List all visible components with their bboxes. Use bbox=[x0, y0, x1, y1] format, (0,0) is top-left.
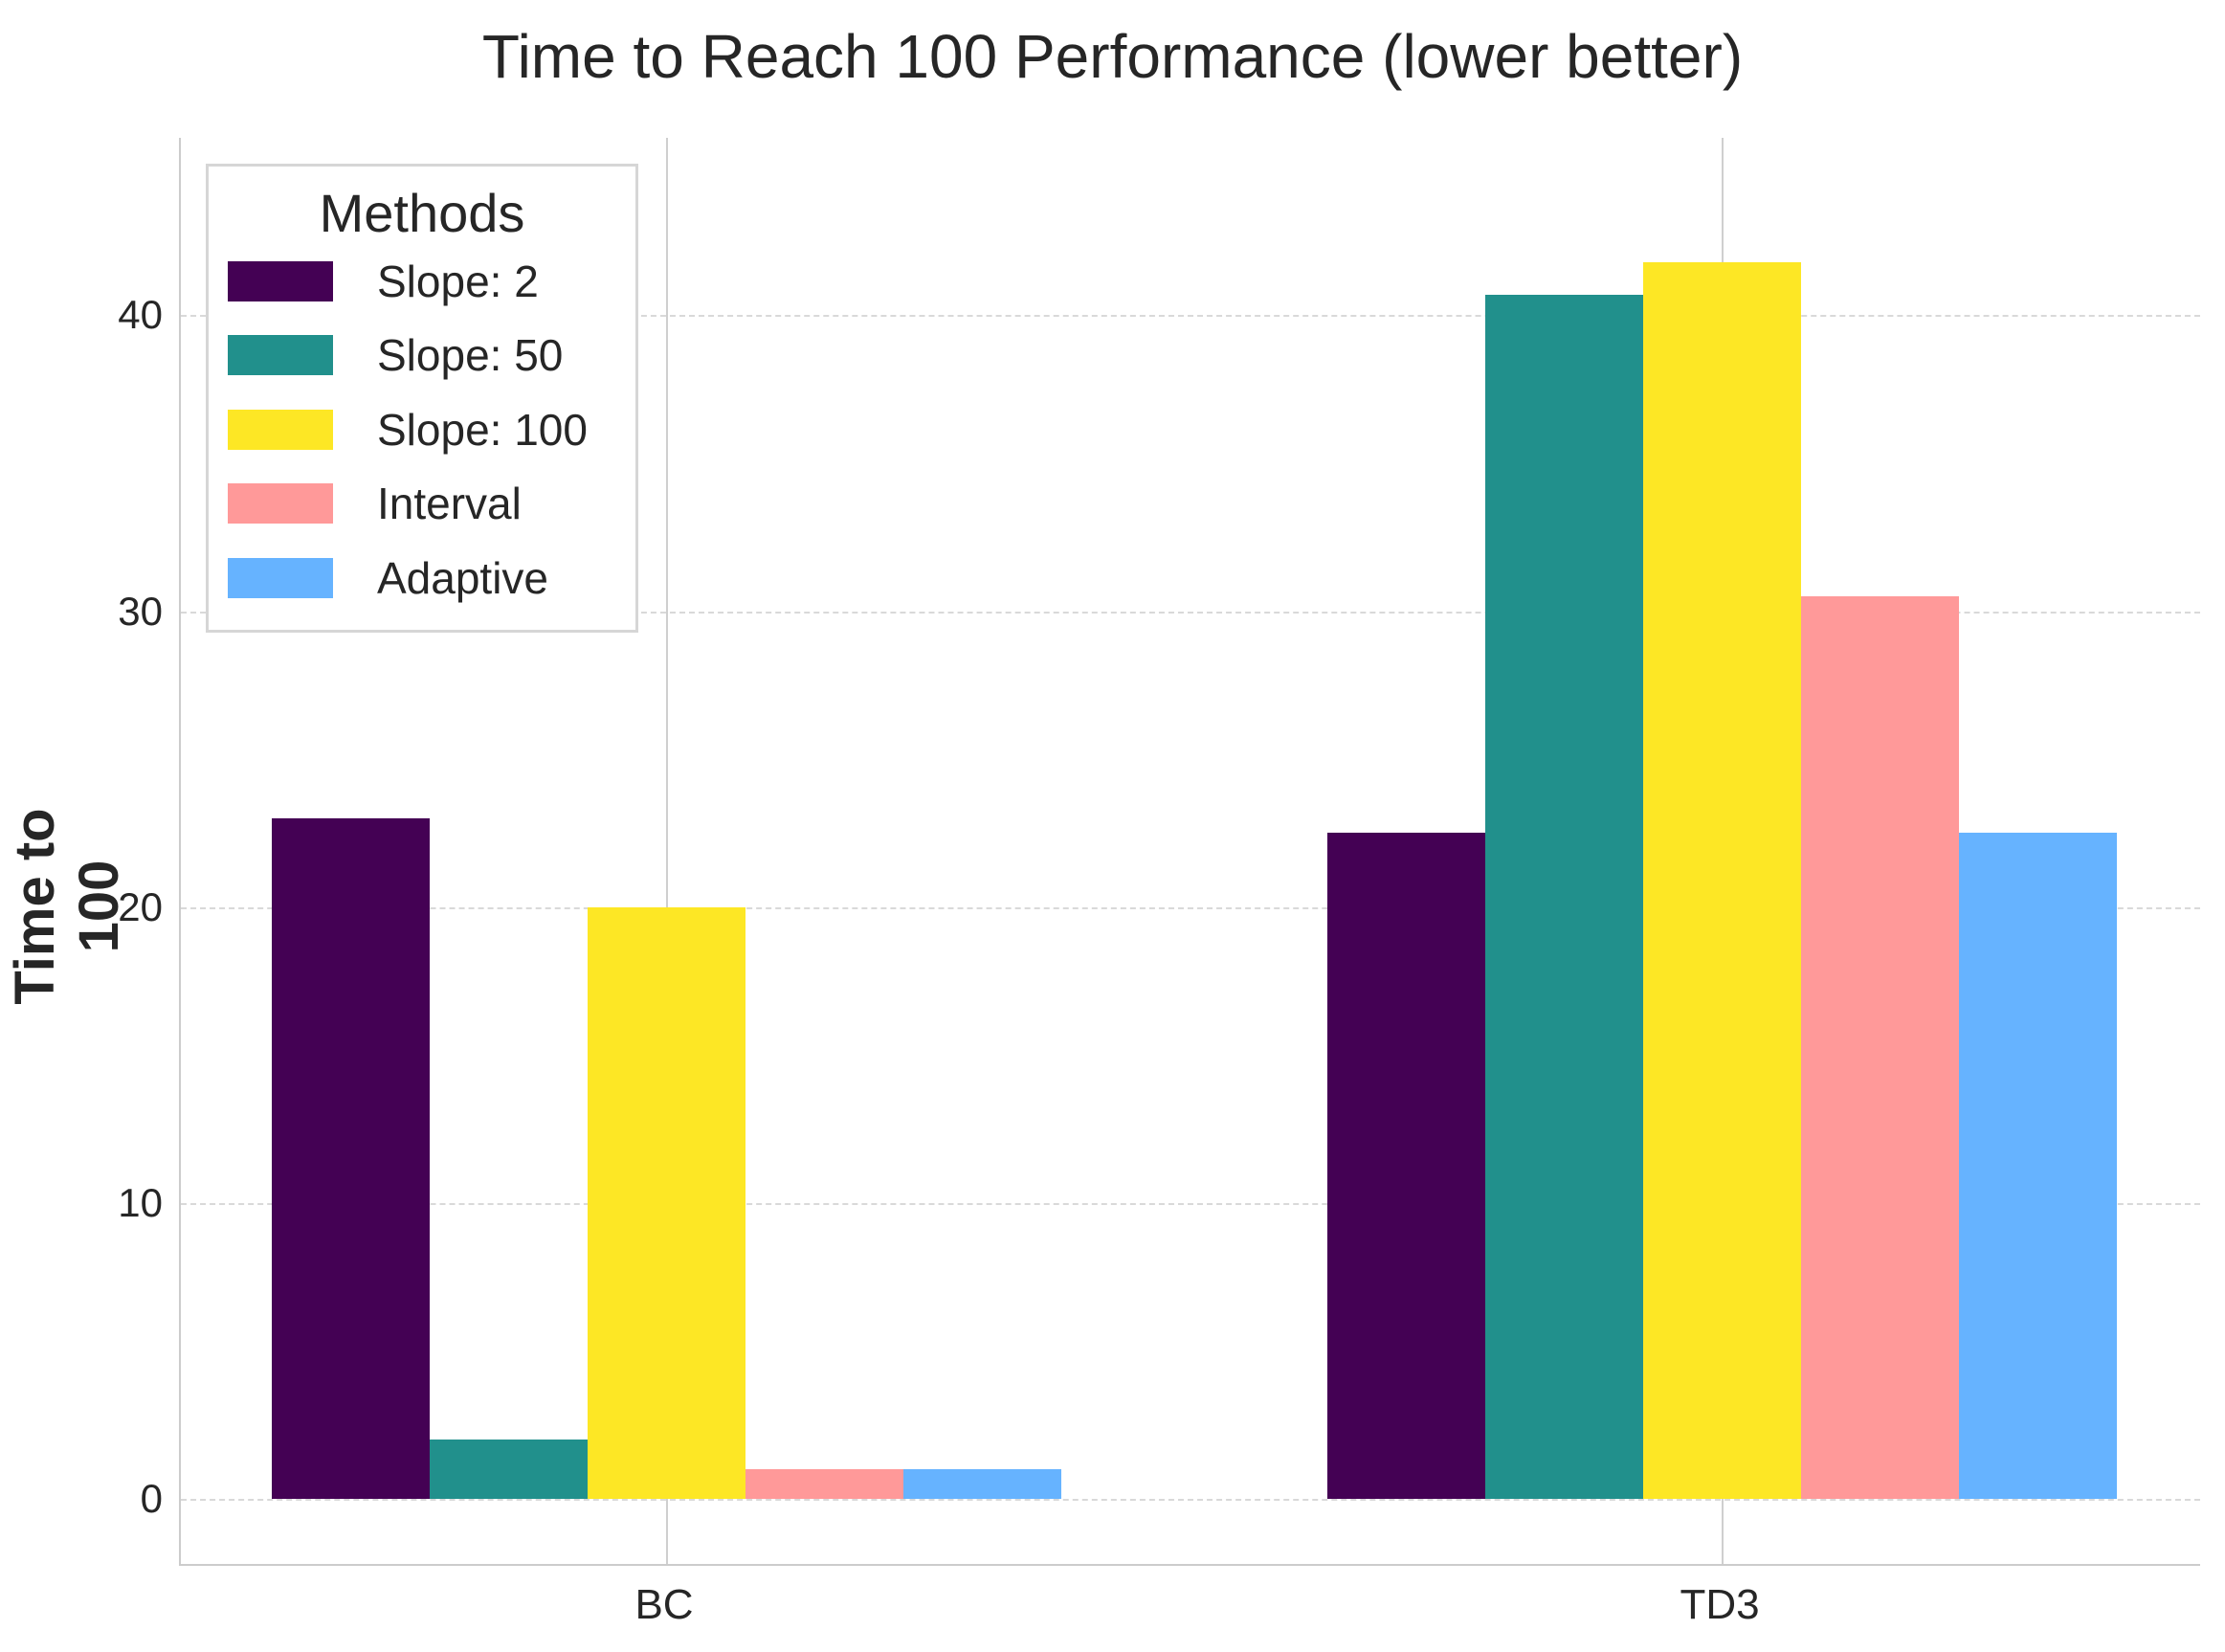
chart-title: Time to Reach 100 Performance (lower bet… bbox=[481, 22, 1744, 91]
bar-td3-interval bbox=[1800, 596, 1959, 1499]
bar-td3-slope-2 bbox=[1326, 833, 1485, 1499]
bar-td3-adaptive bbox=[1958, 833, 2117, 1499]
y-tick-label: 10 bbox=[118, 1179, 163, 1225]
y-tick-label: 30 bbox=[118, 588, 163, 634]
legend-swatch-icon bbox=[228, 335, 333, 376]
legend-swatch-icon bbox=[228, 409, 333, 450]
gridline-horizontal bbox=[181, 906, 2200, 909]
gridline-horizontal bbox=[181, 611, 2200, 614]
legend-title: Methods bbox=[319, 183, 525, 243]
legend-label: Adaptive bbox=[377, 552, 549, 603]
legend-item: Interval bbox=[209, 467, 635, 542]
legend-item: Slope: 50 bbox=[209, 319, 635, 393]
bar-bc-slope-2 bbox=[271, 817, 430, 1499]
bar-bc-slope-50 bbox=[429, 1440, 588, 1499]
legend-item: Slope: 100 bbox=[209, 392, 635, 467]
gridline-horizontal bbox=[181, 315, 2200, 318]
legend-label: Slope: 50 bbox=[377, 330, 564, 381]
legend-label: Slope: 100 bbox=[377, 404, 588, 455]
bar-bc-adaptive bbox=[902, 1469, 1061, 1499]
legend-item: Adaptive bbox=[209, 541, 635, 615]
legend-label: Slope: 2 bbox=[377, 256, 539, 306]
gridline-vertical bbox=[666, 138, 668, 1564]
y-tick-label: 20 bbox=[118, 883, 163, 929]
y-tick-label: 0 bbox=[140, 1475, 163, 1521]
y-tick-label: 40 bbox=[118, 292, 163, 338]
bar-bc-interval bbox=[745, 1469, 903, 1499]
x-tick-label: BC bbox=[634, 1581, 694, 1628]
bar-td3-slope-50 bbox=[1484, 294, 1643, 1499]
legend-swatch-icon bbox=[228, 260, 333, 301]
legend-swatch-icon bbox=[228, 557, 333, 598]
gridline-horizontal bbox=[181, 1202, 2200, 1205]
bar-td3-slope-100 bbox=[1642, 261, 1801, 1499]
plot-area bbox=[179, 138, 2200, 1566]
legend-label: Interval bbox=[377, 479, 522, 529]
legend-swatch-icon bbox=[228, 483, 333, 525]
bar-bc-slope-100 bbox=[587, 906, 745, 1499]
x-tick-label: TD3 bbox=[1680, 1581, 1760, 1628]
gridline-horizontal bbox=[181, 1498, 2200, 1501]
legend: Methods Slope: 2 Slope: 50 Slope: 100 Inter… bbox=[206, 164, 638, 633]
legend-item: Slope: 2 bbox=[209, 244, 635, 319]
